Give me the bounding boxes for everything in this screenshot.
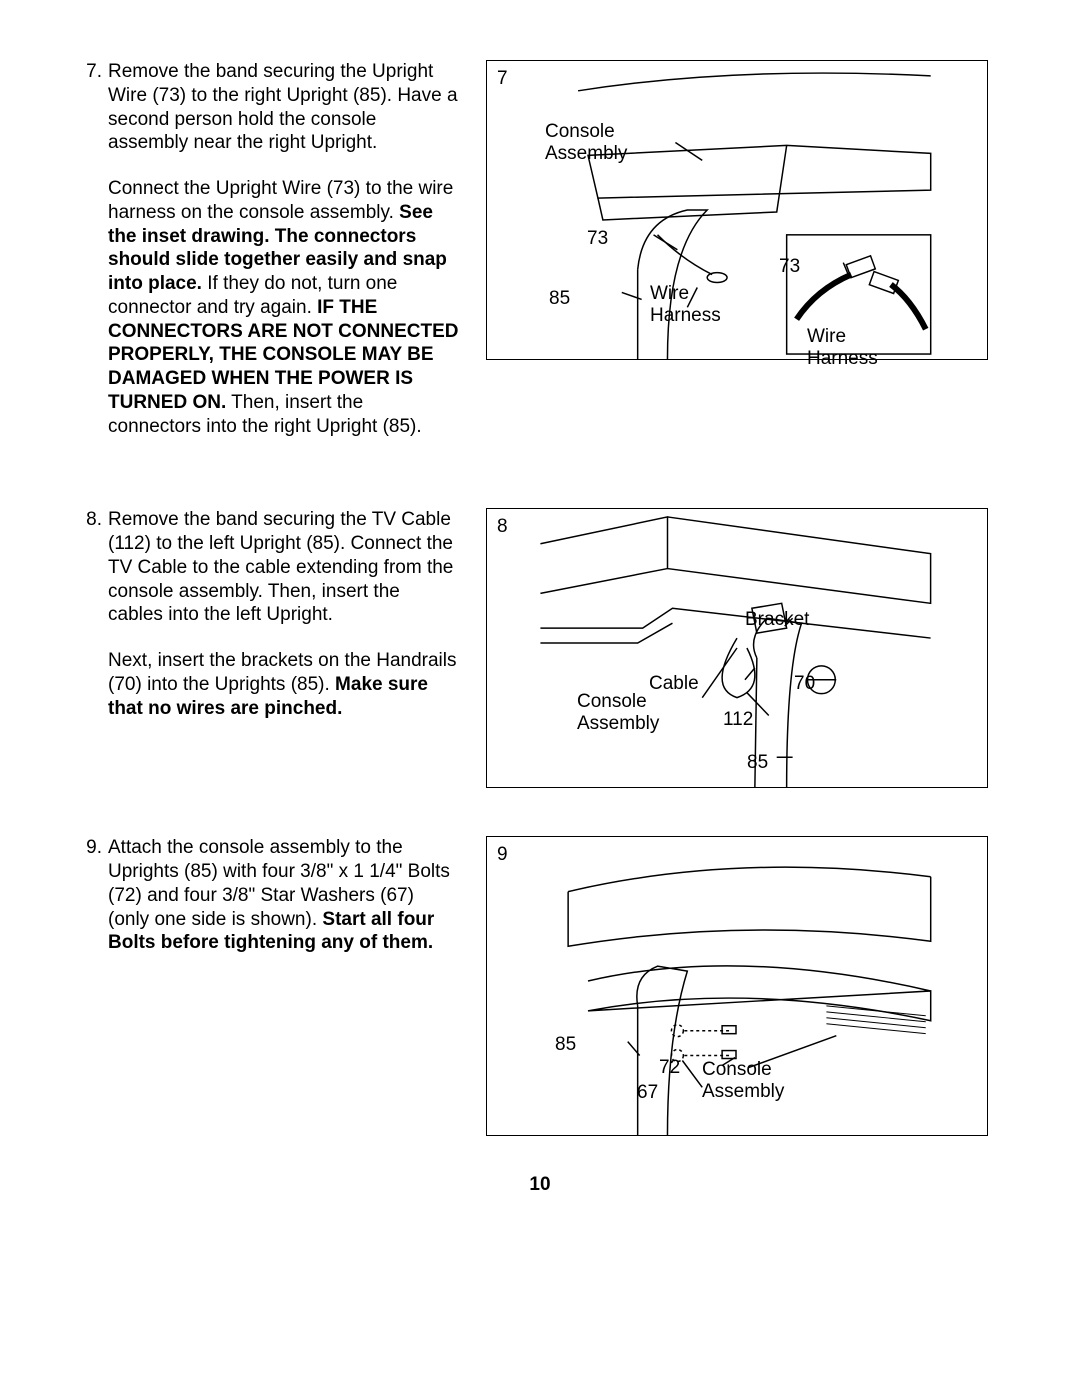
step-7-para-2: Connect the Upright Wire (73) to the wir… [108,177,460,438]
manual-page: 7. Remove the band securing the Upright … [0,0,1080,1136]
fig7-label-wh2: Wire Harness [807,326,878,370]
fig9-label-85: 85 [555,1034,576,1056]
fig9-label-console: Console Assembly [702,1059,784,1103]
fig7-label-wh1: Wire Harness [650,283,721,327]
figure-8-number: 8 [497,515,508,539]
fig7-label-73b: 73 [779,256,800,278]
step-8-number: 8. [80,508,108,742]
fig7-label-console: Console Assembly [545,121,627,165]
page-number: 10 [0,1173,1080,1197]
step-7-para-1: Remove the band securing the Upright Wir… [108,60,460,155]
step-8-para-1: Remove the band securing the TV Cable (1… [108,508,460,627]
fig8-label-85: 85 [747,752,768,774]
figure-7-drawing [487,61,987,359]
figure-8-drawing [487,509,987,787]
step-8-text: 8. Remove the band securing the TV Cable… [80,508,480,742]
fig8-label-console: Console Assembly [577,691,659,735]
step-7: 7. Remove the band securing the Upright … [80,60,988,460]
step-7-text: 7. Remove the band securing the Upright … [80,60,480,460]
figure-9: 9 [486,836,988,1136]
figure-8: 8 [486,508,988,788]
figure-9-number: 9 [497,843,508,867]
step-8: 8. Remove the band securing the TV Cable… [80,508,988,788]
fig7-label-85: 85 [549,288,570,310]
fig8-label-bracket: Bracket [745,609,809,631]
step-9-number: 9. [80,836,108,977]
figure-7-number: 7 [497,67,508,91]
step-9: 9. Attach the console assembly to the Up… [80,836,988,1136]
figure-7: 7 [486,60,988,360]
fig9-label-72: 72 [659,1057,680,1079]
step-8-para-2: Next, insert the brackets on the Handrai… [108,649,460,720]
step-7-number: 7. [80,60,108,460]
fig9-label-67: 67 [637,1082,658,1104]
fig8-label-70: 70 [794,673,815,695]
fig7-label-73a: 73 [587,228,608,250]
fig8-label-112: 112 [723,709,753,731]
step-9-text: 9. Attach the console assembly to the Up… [80,836,480,977]
step-9-para-1: Attach the console assembly to the Uprig… [108,836,460,955]
